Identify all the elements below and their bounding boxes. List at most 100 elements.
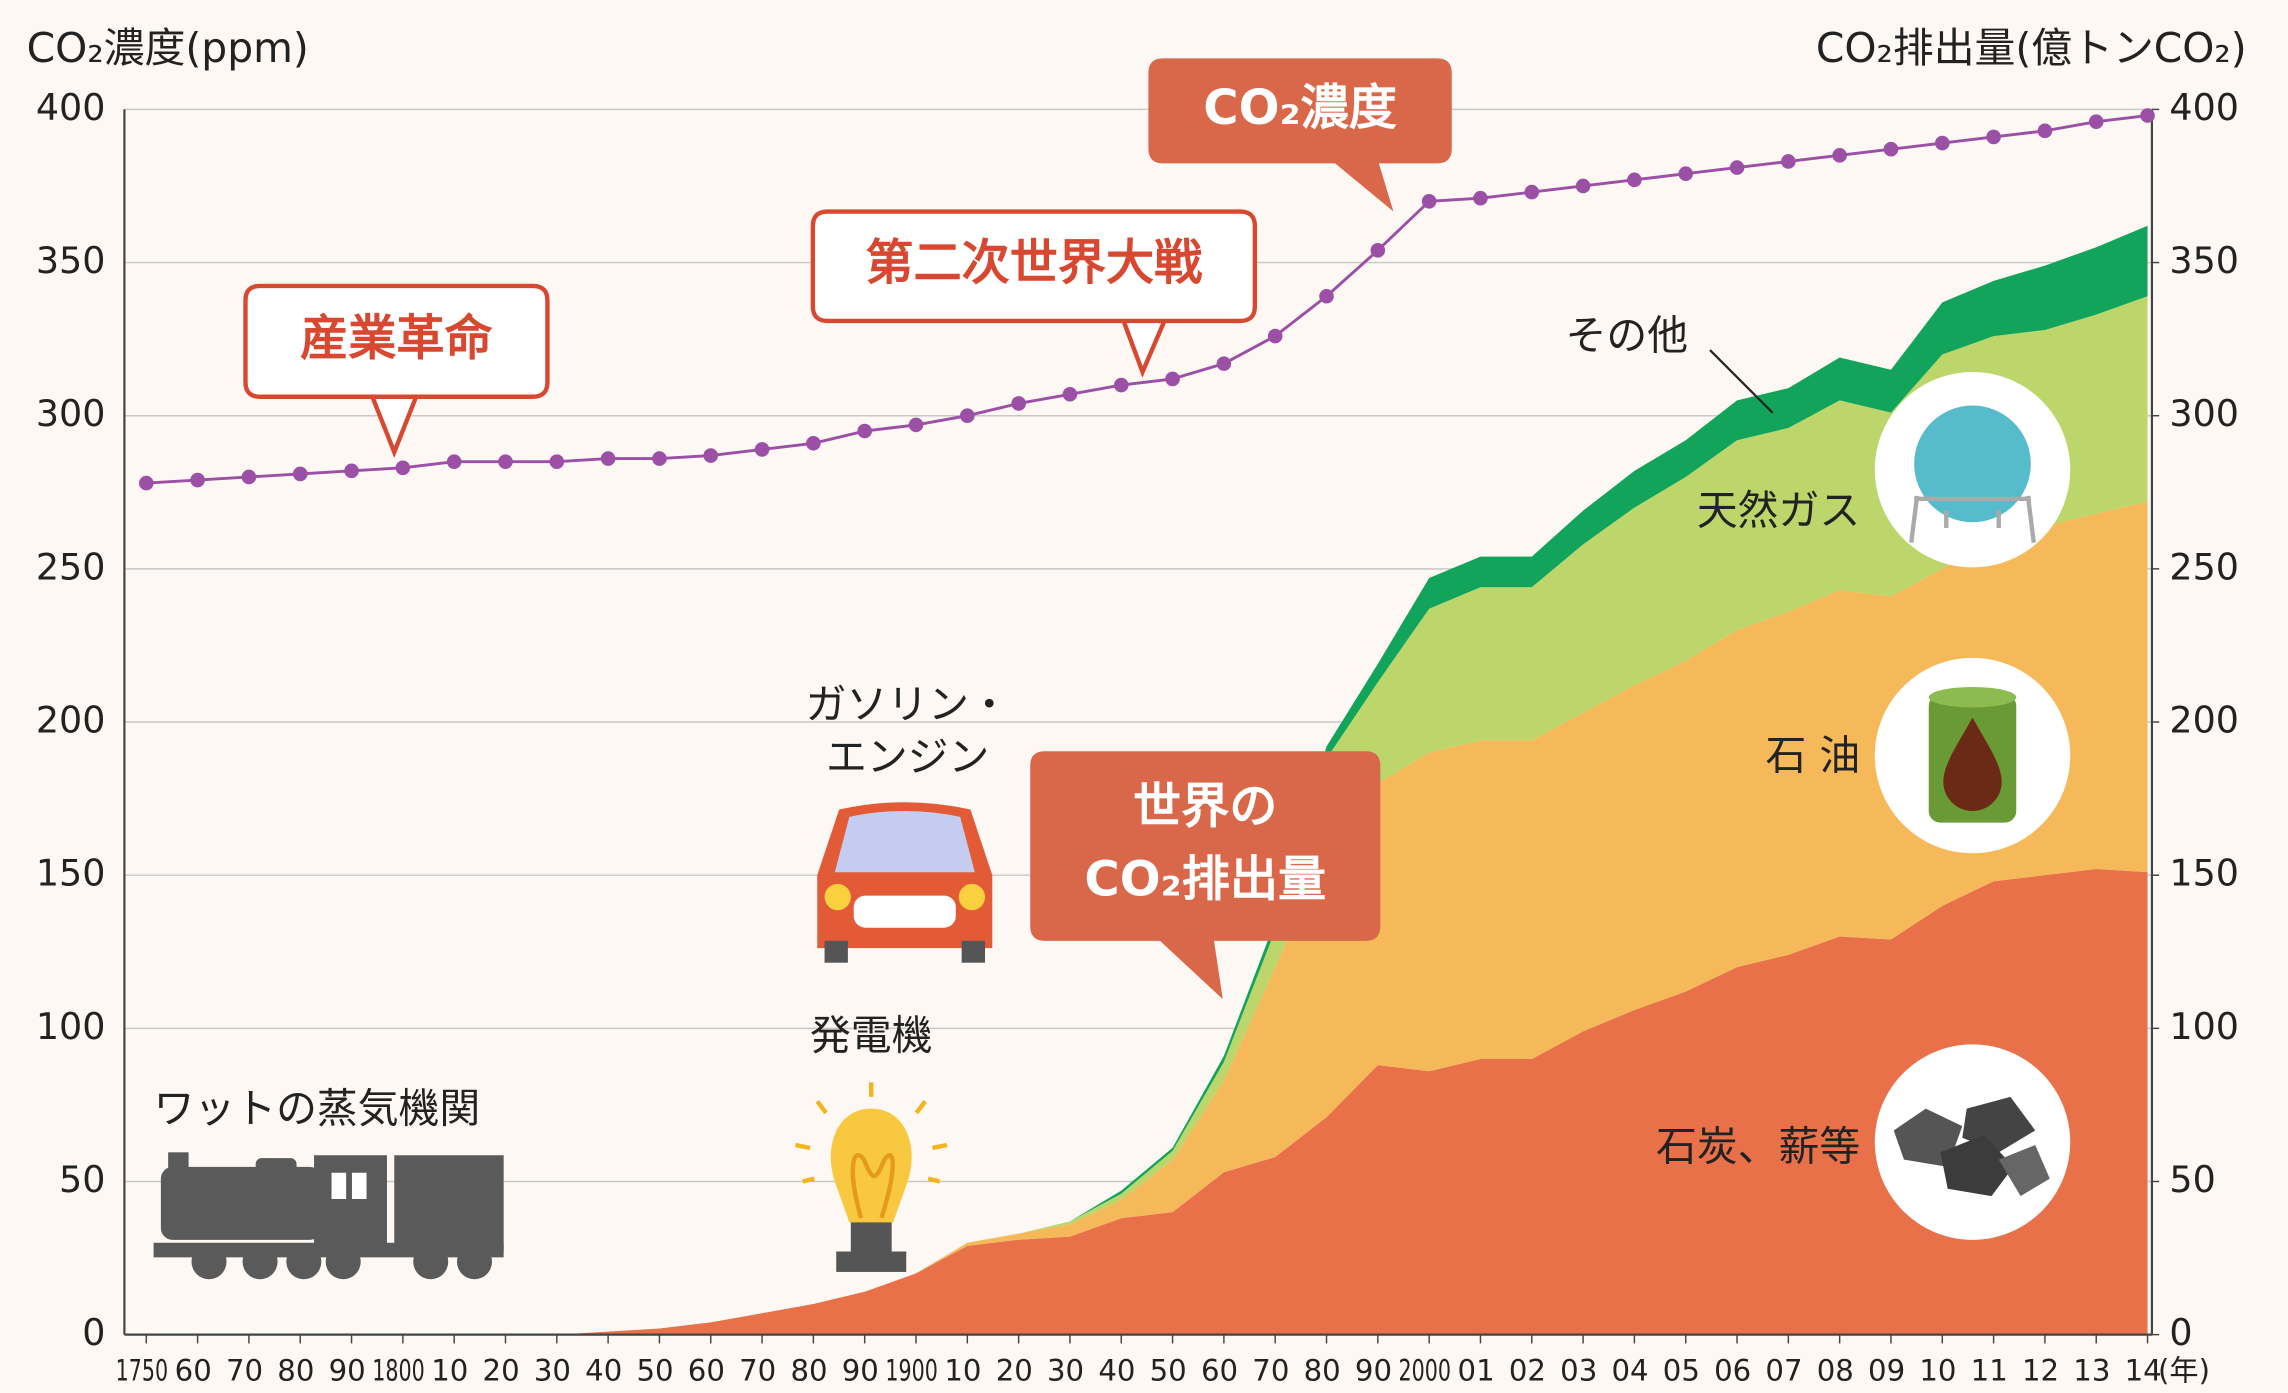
x-tick-label: 04 xyxy=(1611,1354,1648,1388)
x-tick-label: 60 xyxy=(688,1354,725,1388)
dot xyxy=(344,464,359,479)
dot xyxy=(1165,372,1180,387)
dot xyxy=(1678,166,1693,181)
x-tick-label: 90 xyxy=(329,1354,366,1388)
x-tick-label: 07 xyxy=(1765,1354,1802,1388)
dot xyxy=(139,476,154,491)
x-tick-label: 50 xyxy=(637,1354,674,1388)
icon-label: エンジン xyxy=(826,733,989,781)
legend-label: その他 xyxy=(1566,311,1689,359)
oil-icon xyxy=(1875,658,2070,853)
x-tick-label: 70 xyxy=(1252,1354,1289,1388)
x-tick-label: 2000 xyxy=(1399,1354,1452,1388)
dot xyxy=(1781,154,1796,169)
y2-tick-label: 350 xyxy=(2169,239,2239,282)
x-tick-label: 40 xyxy=(1098,1354,1135,1388)
y2-axis-title: CO₂排出量(億トンCO₂) xyxy=(1816,24,2247,72)
dot xyxy=(293,467,308,482)
x-unit: (年) xyxy=(2158,1354,2210,1388)
chart: 0501001502002503003504000501001502002503… xyxy=(0,0,2288,1393)
x-tick-label: 14 xyxy=(2125,1354,2162,1388)
y-tick-label: 50 xyxy=(59,1158,105,1201)
dot xyxy=(601,451,616,466)
x-tick-label: 70 xyxy=(739,1354,776,1388)
x-tick-label: 40 xyxy=(585,1354,622,1388)
x-tick-label: 05 xyxy=(1663,1354,1700,1388)
dot xyxy=(857,424,872,439)
gas-icon xyxy=(1875,372,2070,567)
dot xyxy=(1576,179,1591,194)
dot xyxy=(498,454,513,469)
y-tick-label: 150 xyxy=(36,852,106,895)
x-tick-label: 80 xyxy=(790,1354,827,1388)
x-tick-label: 11 xyxy=(1971,1354,2008,1388)
y2-tick-label: 400 xyxy=(2169,86,2239,129)
y-tick-label: 100 xyxy=(36,1005,106,1048)
x-tick-label: 70 xyxy=(226,1354,263,1388)
dot xyxy=(1473,191,1488,206)
legend-label: 石炭、薪等 xyxy=(1656,1122,1860,1170)
x-tick-label: 06 xyxy=(1714,1354,1751,1388)
x-tick-label: 60 xyxy=(1201,1354,1238,1388)
x-tick-label: 02 xyxy=(1509,1354,1546,1388)
callout-text: 第二次世界大戦 xyxy=(865,235,1202,291)
dot xyxy=(1524,185,1539,200)
x-tick-label: 1750 xyxy=(116,1354,169,1388)
x-tick-label: 10 xyxy=(1919,1354,1956,1388)
y2-tick-label: 0 xyxy=(2169,1311,2192,1354)
callout-text: CO₂排出量 xyxy=(1084,851,1326,907)
dot xyxy=(755,442,770,457)
x-tick-label: 60 xyxy=(175,1354,212,1388)
icon-label: ガソリン・ xyxy=(806,680,1010,728)
dot xyxy=(1217,356,1232,371)
y2-tick-label: 150 xyxy=(2169,852,2239,895)
x-tick-label: 13 xyxy=(2073,1354,2110,1388)
x-tick-label: 80 xyxy=(1304,1354,1341,1388)
y-tick-label: 0 xyxy=(82,1311,105,1354)
x-tick-label: 03 xyxy=(1560,1354,1597,1388)
dot xyxy=(242,470,257,485)
dot xyxy=(1730,160,1745,175)
legend-label: 石 油 xyxy=(1766,731,1861,779)
y-tick-label: 200 xyxy=(36,699,106,742)
x-tick-label: 10 xyxy=(944,1354,981,1388)
x-tick-label: 30 xyxy=(534,1354,571,1388)
x-tick-label: 90 xyxy=(1355,1354,1392,1388)
y2-tick-label: 200 xyxy=(2169,699,2239,742)
dot xyxy=(2038,124,2053,139)
y2-tick-label: 300 xyxy=(2169,392,2239,435)
y-tick-label: 350 xyxy=(36,239,106,282)
dot xyxy=(1935,136,1950,151)
dot xyxy=(1371,243,1386,258)
dot xyxy=(550,454,565,469)
dot xyxy=(1114,378,1129,393)
callout-text: 産業革命 xyxy=(300,310,493,366)
x-tick-label: 80 xyxy=(277,1354,314,1388)
dot xyxy=(960,408,975,423)
y2-tick-label: 50 xyxy=(2169,1158,2215,1201)
dot xyxy=(1832,148,1847,163)
dot xyxy=(652,451,667,466)
x-tick-label: 01 xyxy=(1458,1354,1495,1388)
y-axis-title: CO₂濃度(ppm) xyxy=(27,24,309,72)
dot xyxy=(909,418,924,433)
dot xyxy=(447,454,462,469)
coal-icon xyxy=(1875,1044,2070,1239)
x-tick-label: 12 xyxy=(2022,1354,2059,1388)
dot xyxy=(396,460,411,475)
x-tick-label: 08 xyxy=(1817,1354,1854,1388)
dot xyxy=(703,448,718,463)
dot xyxy=(1884,142,1899,157)
x-tick-label: 50 xyxy=(1150,1354,1187,1388)
x-tick-label: 09 xyxy=(1868,1354,1905,1388)
y2-tick-label: 250 xyxy=(2169,545,2239,588)
y-tick-label: 300 xyxy=(36,392,106,435)
dot xyxy=(1627,173,1642,188)
y-tick-label: 400 xyxy=(36,86,106,129)
car-icon xyxy=(817,802,992,962)
dot xyxy=(1319,289,1334,304)
dot xyxy=(1011,396,1026,411)
dot xyxy=(1268,329,1283,344)
dot xyxy=(2089,114,2104,129)
dot xyxy=(1422,194,1437,209)
